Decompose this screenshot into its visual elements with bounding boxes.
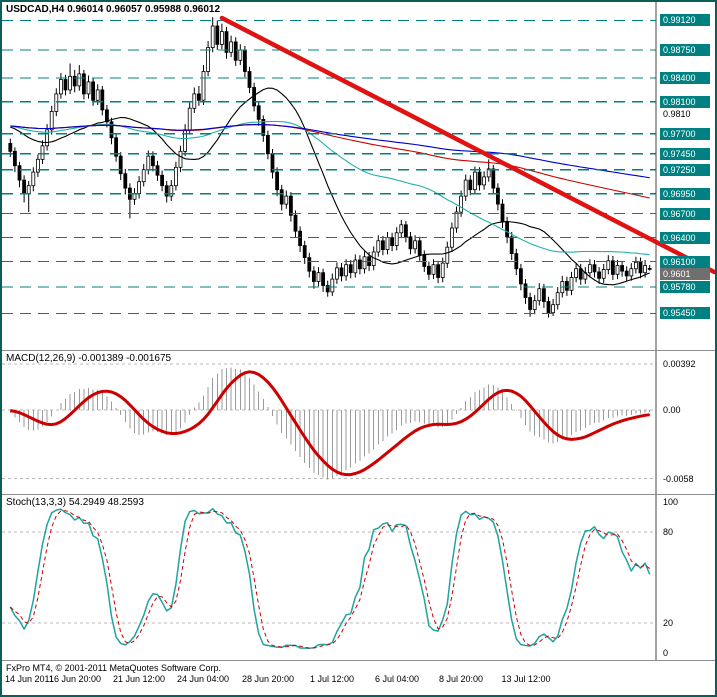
stochastic-axis-label: 100 (663, 497, 679, 507)
macd-panel: MACD(12,26,9) -0.001389 -0.001675 0.0039… (2, 350, 715, 495)
time-axis[interactable]: 14 Jun 2011 16 Jun 20:00 21 Jun 12:00 24 Ju… (2, 674, 715, 690)
price-level-label: 0.96950 (660, 188, 710, 200)
platform-copyright: FxPro MT4, © 2001-2011 MetaQuotes Softwa… (6, 663, 222, 673)
chart-ohlc-title: USDCAD,H4 0.96014 0.96057 0.95988 0.9601… (6, 4, 221, 15)
candlestick-chart-canvas[interactable] (2, 2, 715, 350)
current-price-label: 0.9601 (660, 268, 710, 280)
stochastic-indicator-canvas[interactable] (2, 495, 715, 661)
price-level-label: 0.96400 (660, 232, 710, 244)
price-level-label: 0.97250 (660, 164, 710, 176)
time-axis-label: 16 Jun 20:00 (48, 674, 102, 684)
price-level-label: 0.97450 (660, 148, 710, 160)
macd-title: MACD(12,26,9) -0.001389 -0.001675 (6, 353, 172, 364)
time-axis-label: 14 Jun 2011 (5, 674, 54, 684)
price-level-label: 0.99120 (660, 14, 710, 26)
stochastic-panel: Stoch(13,3,3) 54.2949 48.2593 100 80 20 0 (2, 494, 715, 661)
price-level-label: 0.98100 (660, 96, 710, 108)
macd-axis-label: 0.00 (663, 405, 681, 415)
stochastic-axis-label: 20 (663, 618, 674, 628)
time-axis-label: 21 Jun 12:00 (112, 674, 166, 684)
price-level-label: 0.95450 (660, 307, 710, 319)
chart-footer: FxPro MT4, © 2001-2011 MetaQuotes Softwa… (2, 660, 715, 695)
macd-axis-label: 0.00392 (663, 359, 696, 369)
stochastic-axis-label: 0 (663, 648, 669, 658)
stochastic-axis-label: 80 (663, 527, 674, 537)
price-level-label: 0.95780 (660, 281, 710, 293)
price-level-label: 0.96700 (660, 208, 710, 220)
time-axis-label: 1 Jul 12:00 (309, 674, 355, 684)
stochastic-title: Stoch(13,3,3) 54.2949 48.2593 (6, 497, 144, 508)
price-chart-panel: USDCAD,H4 0.96014 0.96057 0.95988 0.9601… (2, 2, 715, 350)
price-level-label: 0.97700 (660, 128, 710, 140)
macd-indicator-canvas[interactable] (2, 351, 715, 495)
macd-axis-label: -0.0058 (663, 474, 694, 484)
price-level-label: 0.96100 (660, 256, 710, 268)
time-axis-label: 13 Jul 12:00 (501, 674, 551, 684)
price-axis-tick: 0.9810 (663, 109, 691, 119)
time-axis-label: 28 Jun 20:00 (241, 674, 295, 684)
time-axis-label: 6 Jul 04:00 (374, 674, 420, 684)
time-axis-label: 24 Jun 04:00 (176, 674, 230, 684)
price-level-label: 0.98750 (660, 44, 710, 56)
time-axis-label: 8 Jul 20:00 (438, 674, 484, 684)
price-level-label: 0.98400 (660, 72, 710, 84)
